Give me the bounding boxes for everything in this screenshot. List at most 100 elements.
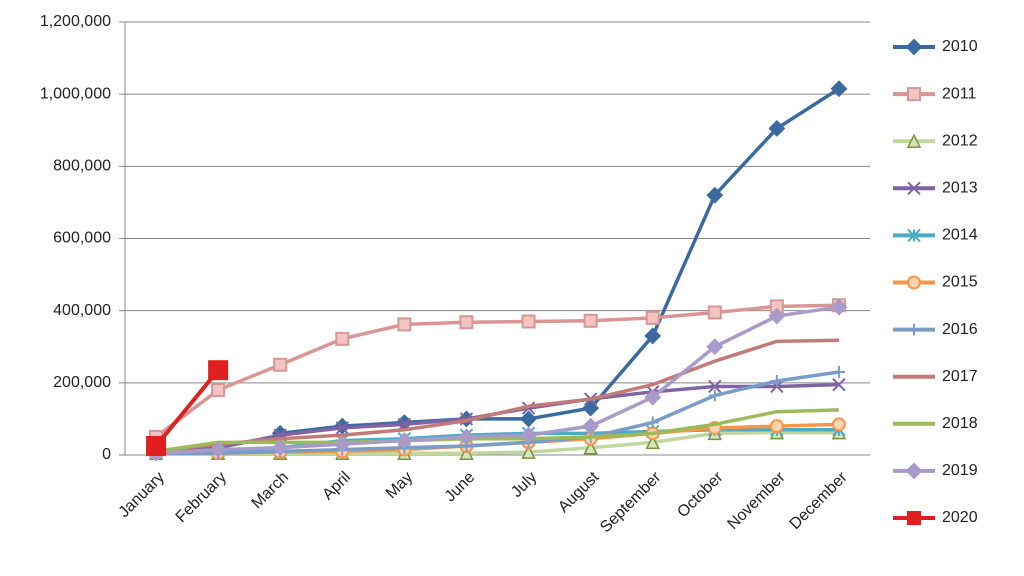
marker <box>708 379 722 394</box>
marker-shape <box>706 338 724 356</box>
marker-shape <box>335 421 349 435</box>
marker-shape <box>906 133 922 148</box>
marker-shape <box>583 313 598 328</box>
x-tick-label: March <box>249 469 292 512</box>
marker <box>335 421 349 435</box>
series-line <box>155 305 840 455</box>
marker <box>459 445 474 460</box>
marker <box>211 383 226 398</box>
marker <box>832 366 845 379</box>
marker-shape <box>208 360 229 381</box>
legend-label: 2018 <box>942 415 978 432</box>
marker <box>520 426 537 444</box>
marker <box>646 416 659 429</box>
legend-label: 2017 <box>942 368 978 385</box>
marker-shape <box>395 432 413 449</box>
marker <box>830 80 848 98</box>
marker <box>706 186 724 204</box>
marker <box>582 399 600 417</box>
legend-label: 2015 <box>942 274 978 291</box>
marker <box>583 440 598 455</box>
marker-shape <box>706 186 724 204</box>
x-tick-label: February <box>173 469 230 526</box>
x-tick-label: December <box>787 468 852 533</box>
marker <box>395 432 413 449</box>
marker <box>645 310 660 325</box>
marker <box>582 417 600 435</box>
marker-shape <box>646 416 659 429</box>
marker-shape <box>707 305 722 320</box>
marker <box>906 133 922 148</box>
marker-shape <box>830 80 848 98</box>
marker <box>644 327 662 345</box>
marker <box>831 417 846 432</box>
marker <box>459 315 474 330</box>
y-tick-label: 800,000 <box>53 158 111 175</box>
marker-shape <box>907 228 921 243</box>
marker <box>209 441 227 459</box>
marker <box>583 313 598 328</box>
x-tick-label: August <box>555 468 603 516</box>
marker <box>905 38 923 56</box>
marker <box>908 323 920 336</box>
marker-shape <box>907 181 921 196</box>
marker <box>770 375 783 388</box>
y-tick-label: 400,000 <box>53 302 111 319</box>
marker-shape <box>708 389 721 402</box>
legend-label: 2020 <box>942 509 978 526</box>
legend-label: 2014 <box>942 227 978 244</box>
marker-shape <box>645 434 660 450</box>
marker-shape <box>582 399 600 417</box>
x-tick-label: July <box>508 469 540 501</box>
marker-shape <box>768 120 786 137</box>
marker-shape <box>907 87 921 102</box>
marker-shape <box>582 417 600 435</box>
marker <box>146 435 167 456</box>
marker-shape <box>146 435 167 456</box>
legend-label: 2013 <box>942 180 978 197</box>
y-tick-label: 1,000,000 <box>40 85 111 102</box>
legend-label: 2010 <box>942 38 978 55</box>
marker-shape <box>273 357 288 372</box>
marker-shape <box>832 377 846 392</box>
marker-shape <box>520 426 537 444</box>
series-line <box>155 408 840 454</box>
marker-shape <box>770 375 783 388</box>
x-tick-label: November <box>724 468 789 533</box>
marker-shape <box>644 327 662 345</box>
marker-shape <box>708 379 722 394</box>
legend-label: 2019 <box>942 462 978 479</box>
marker-shape <box>335 331 350 346</box>
marker-shape <box>905 38 923 56</box>
x-tick-label: September <box>597 468 665 536</box>
marker <box>707 305 722 320</box>
marker-shape <box>333 435 351 453</box>
legend-label: 2011 <box>942 85 977 102</box>
marker <box>907 87 921 102</box>
marker <box>208 360 229 381</box>
marker <box>644 388 662 406</box>
marker-shape <box>211 383 226 398</box>
marker-shape <box>907 275 921 290</box>
marker-shape <box>832 366 845 379</box>
y-tick-label: 1,200,000 <box>40 13 111 30</box>
x-tick-label: January <box>116 469 168 521</box>
marker-shape <box>769 419 784 434</box>
marker <box>907 181 921 196</box>
x-tick-label: October <box>674 468 727 521</box>
y-tick-label: 600,000 <box>53 230 111 247</box>
marker <box>708 389 721 402</box>
marker-shape <box>459 445 474 460</box>
marker-shape <box>907 511 921 525</box>
marker <box>521 314 536 329</box>
marker <box>832 377 846 392</box>
series-line <box>280 87 840 436</box>
marker <box>458 428 475 446</box>
marker <box>907 275 921 290</box>
marker-shape <box>397 317 412 332</box>
legend-label: 2016 <box>942 321 978 338</box>
series-line <box>155 338 839 454</box>
marker-shape <box>271 439 289 457</box>
marker <box>335 331 350 346</box>
